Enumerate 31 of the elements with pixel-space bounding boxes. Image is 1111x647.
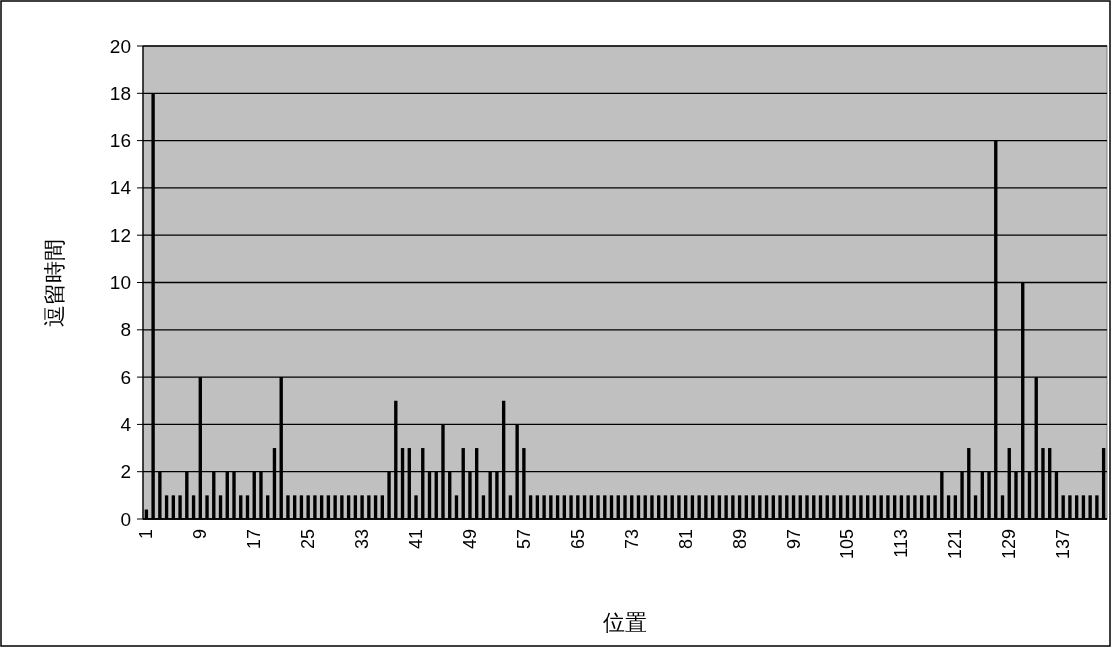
x-tick-label: 9 [190,529,211,540]
y-tick-label: 10 [109,272,131,293]
x-tick-label: 121 [945,529,966,560]
x-tick-label: 73 [621,529,642,550]
x-tick-label: 57 [513,529,534,550]
y-tick-label: 6 [120,366,131,388]
x-tick-label: 113 [891,529,912,558]
x-tick-label: 1 [136,529,157,540]
x-tick-label: 17 [244,529,265,550]
y-tick-label: 20 [109,35,131,57]
y-tick-label: 18 [109,82,131,104]
x-axis-title: 位置 [603,610,647,635]
x-tick-label: 137 [1053,529,1074,560]
x-tick-label: 97 [783,529,804,550]
y-tick-label: 14 [109,177,132,199]
y-tick-label: 16 [109,130,131,152]
x-tick-label: 41 [406,529,427,550]
x-tick-label: 49 [459,529,480,550]
y-tick-label: 4 [120,413,132,435]
x-tick-label: 105 [837,529,858,560]
y-tick-label: 0 [120,508,131,530]
y-tick-label: 12 [109,224,131,246]
x-tick-label: 81 [675,529,696,550]
x-tick-label: 65 [567,529,588,550]
y-tick-label: 2 [120,461,131,483]
y-axis-title: 逗留時間 [42,238,67,327]
x-tick-label: 33 [352,529,373,550]
x-tick-label: 25 [298,529,319,550]
y-tick-label: 8 [120,319,131,341]
x-tick-label: 129 [999,529,1020,560]
x-tick-label: 89 [729,529,750,550]
